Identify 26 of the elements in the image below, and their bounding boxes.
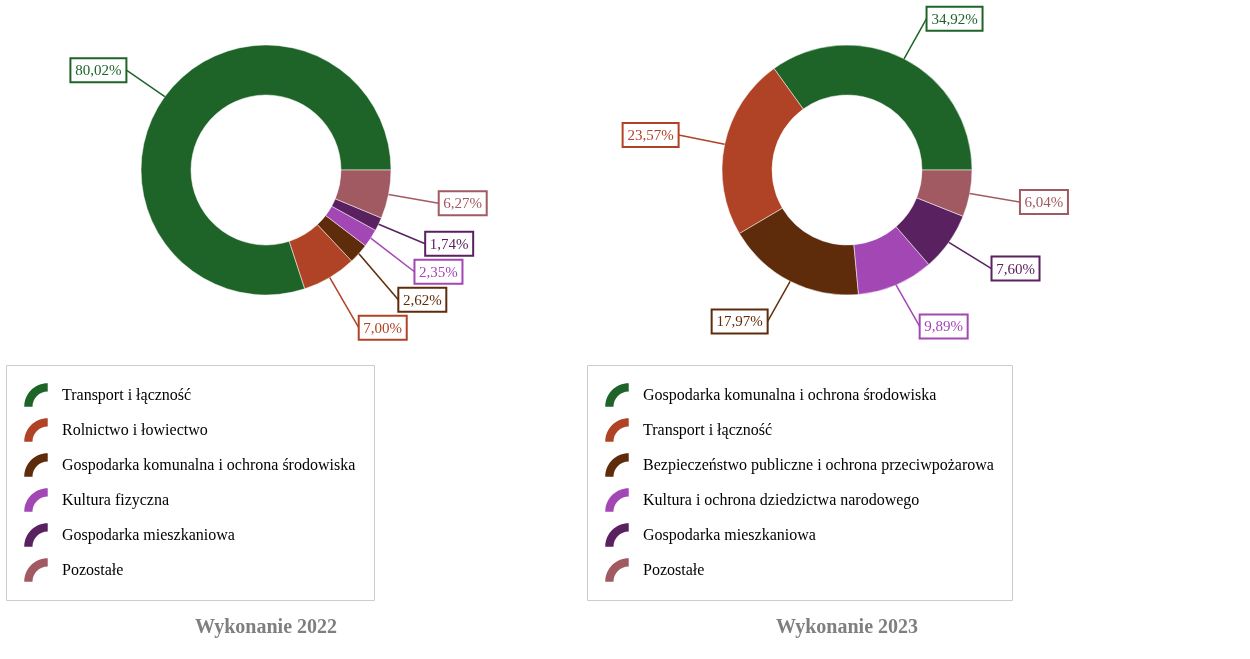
data-label: 6,27% <box>443 195 483 212</box>
legend-label: Rolnictwo i łowiectwo <box>62 421 208 438</box>
legend-label: Pozostałe <box>62 561 124 578</box>
data-label: 7,60% <box>996 260 1035 277</box>
text: Wykonanie 2023 <box>775 614 919 638</box>
data-label: 80,02% <box>75 62 122 79</box>
data-label: 34,92% <box>931 10 978 27</box>
data-label: 17,97% <box>716 313 763 330</box>
legend-label: Gospodarka mieszkaniowa <box>643 526 816 544</box>
legend-label: Gospodarka mieszkaniowa <box>62 526 235 544</box>
legend-label: Kultura i ochrona dziedzictwa narodowego <box>643 491 920 509</box>
data-label: 23,57% <box>627 127 674 144</box>
legend-label: Gospodarka komunalna i ochrona środowiska <box>62 456 356 474</box>
legend-label: Transport i łączność <box>62 386 192 404</box>
data-label: 9,89% <box>924 318 964 335</box>
text: Wykonanie 2022 <box>194 614 338 638</box>
data-label: 1,74% <box>429 235 469 252</box>
data-label: 6,04% <box>1024 194 1064 211</box>
legend-label: Pozostałe <box>643 561 705 578</box>
legend-label: Bezpieczeństwo publiczne i ochrona przeciwpożarowa <box>643 456 994 474</box>
data-label: 7,00% <box>363 319 403 336</box>
data-label: 2,35% <box>419 263 458 280</box>
legend-label: Transport i łączność <box>643 421 773 439</box>
legend-label: Kultura fizyczna <box>62 491 170 509</box>
legend-label: Gospodarka komunalna i ochrona środowiska <box>643 386 937 404</box>
data-label: 2,62% <box>402 291 442 308</box>
